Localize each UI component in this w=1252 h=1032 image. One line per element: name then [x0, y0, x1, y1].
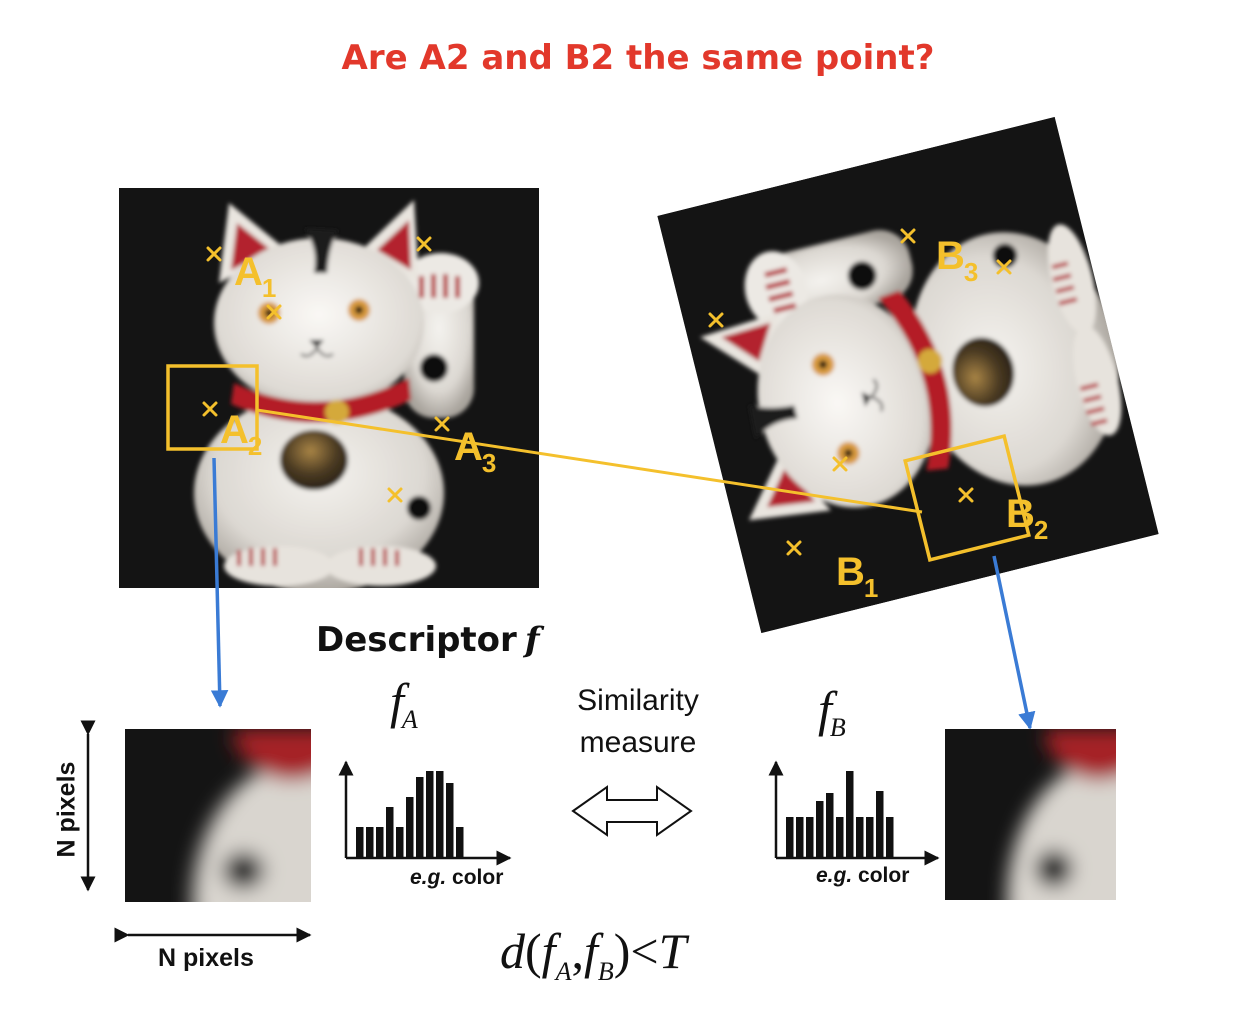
histogram-bar — [426, 771, 434, 857]
histogram-bar — [856, 817, 864, 857]
similarity-double-arrow-icon — [571, 785, 693, 837]
histogram-bar — [826, 793, 834, 857]
patch-a-zoomed — [125, 729, 311, 902]
label-b3: B3 — [936, 234, 978, 287]
histogram-bar — [786, 817, 794, 857]
histogram-bar — [796, 817, 804, 857]
histogram-bar — [876, 791, 884, 857]
patch-box-a2 — [166, 364, 259, 451]
match-line — [256, 408, 923, 514]
distance-formula: d(fA,fB)<T — [500, 923, 687, 986]
label-b1: B1 — [836, 550, 878, 603]
arrow-to-patch-b — [992, 555, 1036, 730]
histogram-bar — [416, 777, 424, 857]
image-right-rotated — [657, 116, 1163, 634]
keypoint-marker — [708, 312, 724, 328]
histogram-bar — [396, 827, 404, 857]
diagram-title: Are A2 and B2 the same point? — [341, 38, 935, 78]
label-b2: B2 — [1006, 492, 1048, 545]
keypoint-marker — [900, 228, 916, 244]
keypoints-left — [202, 236, 450, 503]
keypoint-marker — [266, 304, 282, 320]
histogram-bar — [866, 817, 874, 857]
image-left — [119, 188, 539, 593]
keypoint-marker — [416, 236, 432, 252]
label-a2: A2 — [220, 408, 262, 461]
keypoint-marker — [202, 401, 218, 417]
histogram-b — [768, 760, 940, 866]
histogram-a-xlabel: e.g. color — [410, 866, 504, 889]
histogram-bar — [836, 817, 844, 857]
histogram-bar — [806, 817, 814, 857]
label-a1: A1 — [234, 250, 276, 303]
histogram-bar — [846, 771, 854, 857]
keypoint-marker — [996, 259, 1012, 275]
histogram-bar — [376, 827, 384, 857]
histogram-bar — [356, 827, 364, 857]
keypoint-marker — [206, 246, 222, 262]
label-fb: fB — [818, 681, 846, 742]
similarity-measure-label: Similarity measure — [577, 684, 699, 759]
keypoint-marker — [958, 487, 974, 503]
n-pixels-horizontal-label: N pixels — [158, 944, 254, 972]
label-a3: A3 — [454, 425, 496, 478]
histogram-b-xlabel: e.g. color — [816, 864, 910, 887]
histogram-bar — [886, 817, 894, 857]
keypoint-marker — [434, 416, 450, 432]
keypoint-marker — [832, 456, 848, 472]
histogram-bar — [366, 827, 374, 857]
histogram-bar — [456, 827, 464, 857]
histogram-bar — [386, 807, 394, 857]
histogram-bar — [816, 801, 824, 857]
histogram-bar — [446, 783, 454, 857]
keypoints-right — [708, 228, 1012, 556]
histogram-a — [338, 760, 512, 866]
keypoint-marker — [786, 540, 802, 556]
patch-b-zoomed — [945, 729, 1116, 900]
keypoint-marker — [387, 487, 403, 503]
n-pixels-vertical-label: N pixels — [52, 761, 81, 858]
descriptor-heading: Descriptor f — [316, 620, 540, 660]
histogram-bar — [406, 797, 414, 857]
histogram-bar — [436, 771, 444, 857]
label-fa: fA — [390, 673, 418, 734]
arrow-to-patch-a — [210, 457, 229, 708]
